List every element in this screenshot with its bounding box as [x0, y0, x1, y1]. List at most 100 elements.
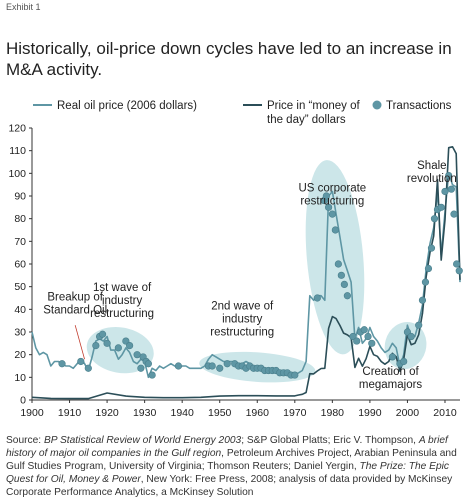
transaction-point	[133, 351, 141, 359]
legend-nominal-label-1: Price in “money of	[267, 100, 360, 112]
y-tick-label: 10	[14, 372, 26, 384]
transaction-point	[126, 342, 134, 350]
transaction-point	[58, 360, 66, 368]
annotation-mega: Creation of	[362, 366, 419, 378]
annotation-wave2: restructuring	[210, 326, 274, 338]
x-tick-label: 1900	[20, 407, 44, 419]
transaction-point	[291, 371, 299, 379]
x-tick-label: 1910	[58, 407, 82, 419]
series-real-oil-price-line	[31, 172, 461, 379]
transaction-point	[343, 292, 351, 300]
transaction-point	[84, 364, 92, 372]
transaction-point	[445, 171, 453, 180]
transaction-point	[430, 215, 439, 223]
transaction-point	[427, 244, 436, 252]
annotation-breakup: Standard Oil	[43, 304, 107, 316]
y-tick-label: 30	[14, 327, 26, 339]
annotation-wave1: restructuring	[90, 308, 154, 320]
ellipse-us-corporate	[305, 160, 365, 355]
x-tick-label: 1950	[208, 407, 232, 419]
y-tick-label: 80	[14, 213, 26, 225]
y-tick-label: 20	[14, 349, 26, 361]
transaction-point	[450, 210, 458, 218]
transaction-point	[337, 271, 345, 279]
exhibit-label: Exhibit 1	[6, 2, 41, 12]
transaction-point	[313, 294, 321, 302]
y-tick-label: 110	[9, 145, 26, 157]
source-text-1: ; S&P Global Platts; Eric V. Thompson,	[241, 435, 419, 446]
transaction-point	[148, 371, 156, 379]
transaction-point	[421, 278, 430, 286]
x-tick-label: 1990	[358, 407, 382, 419]
transaction-point	[144, 360, 152, 368]
annotation-wave2: 2nd wave of	[211, 300, 274, 312]
annotation-wave1: 1st wave of	[93, 282, 152, 294]
transaction-point	[114, 344, 122, 352]
y-tick-label: 60	[14, 259, 26, 271]
annotation-wave2: industry	[222, 313, 263, 325]
annotation-us: restructuring	[300, 195, 364, 207]
y-tick-label: 90	[14, 191, 26, 203]
transaction-point	[334, 260, 342, 268]
transaction-point	[322, 192, 330, 200]
chart-area: 0 10 20 30 40 50 60 70 80 90 100 110 120 1900 1910 1920…	[0, 92, 474, 432]
annotation-us: US corporate	[298, 182, 366, 194]
source-text-2: , Petroleum Archives Project, Arabian Pe…	[6, 448, 457, 472]
transaction-point	[208, 362, 216, 370]
legend: Real oil price (2006 dollars) Price in “…	[33, 100, 452, 126]
x-tick-label: 1930	[133, 407, 157, 419]
y-tick-label: 50	[14, 281, 26, 293]
source-text-3: , New York: Free Press, 2008; analysis o…	[6, 474, 453, 498]
annotation-shale: revolution	[407, 173, 457, 185]
transaction-point	[407, 332, 415, 341]
transaction-point	[437, 203, 445, 211]
transaction-point	[103, 339, 111, 347]
legend-real-label: Real oil price (2006 dollars)	[57, 100, 197, 112]
transaction-point	[453, 260, 461, 268]
chart-title: Historically, oil-price down cycles have…	[6, 39, 452, 79]
transaction-point	[77, 357, 85, 366]
transaction-point	[353, 337, 361, 345]
x-tick-label: 1920	[95, 407, 119, 419]
x-tick-label: 1960	[246, 407, 270, 419]
transaction-point	[364, 332, 372, 341]
transaction-point	[418, 296, 427, 304]
y-tick-label: 0	[20, 395, 26, 407]
oil-price-chart: 0 10 20 30 40 50 60 70 80 90 100 110 120 1900 1910 1920…	[8, 100, 463, 419]
transaction-point	[328, 210, 336, 218]
annotation-breakup: Breakup of	[47, 291, 103, 303]
x-tick-label: 1980	[321, 407, 345, 419]
transaction-point	[400, 357, 408, 366]
transaction-point	[92, 342, 100, 350]
y-tick-label: 70	[14, 236, 26, 248]
transaction-point	[331, 226, 339, 234]
transaction-point	[216, 364, 224, 372]
legend-transactions-label: Transactions	[386, 100, 452, 112]
transaction-point	[441, 187, 449, 196]
legend-transactions-swatch	[372, 100, 382, 110]
axes-layer: 0 10 20 30 40 50 60 70 80 90 100 110 120 1900 1910 1920…	[8, 123, 460, 419]
transaction-point	[223, 360, 231, 368]
source-prefix: Source:	[6, 435, 44, 446]
transactions-layer	[58, 171, 463, 379]
annotation-wave1: industry	[102, 295, 143, 307]
annotation-leader-breakup	[74, 325, 85, 360]
transaction-point	[360, 326, 368, 334]
source-note: Source: BP Statistical Review of World E…	[6, 434, 468, 499]
x-tick-label: 2010	[433, 407, 457, 419]
transaction-point	[324, 203, 333, 211]
y-tick-label: 100	[8, 168, 26, 180]
legend-nominal-label-2: the day” dollars	[267, 114, 346, 126]
annotation-mega: megamajors	[359, 379, 423, 391]
x-tick-label: 1970	[283, 407, 307, 419]
y-tick-label: 120	[8, 123, 26, 135]
transaction-point	[137, 364, 145, 372]
transaction-point	[455, 267, 463, 275]
x-tick-label: 1940	[170, 407, 194, 419]
source-title-1: BP Statistical Review of World Energy 20…	[43, 435, 242, 446]
source-title-3: The Prize: The Epic Quest for Oil, Money…	[6, 461, 449, 485]
transaction-point	[368, 339, 376, 347]
transaction-point	[340, 280, 348, 288]
transaction-point	[424, 264, 433, 273]
